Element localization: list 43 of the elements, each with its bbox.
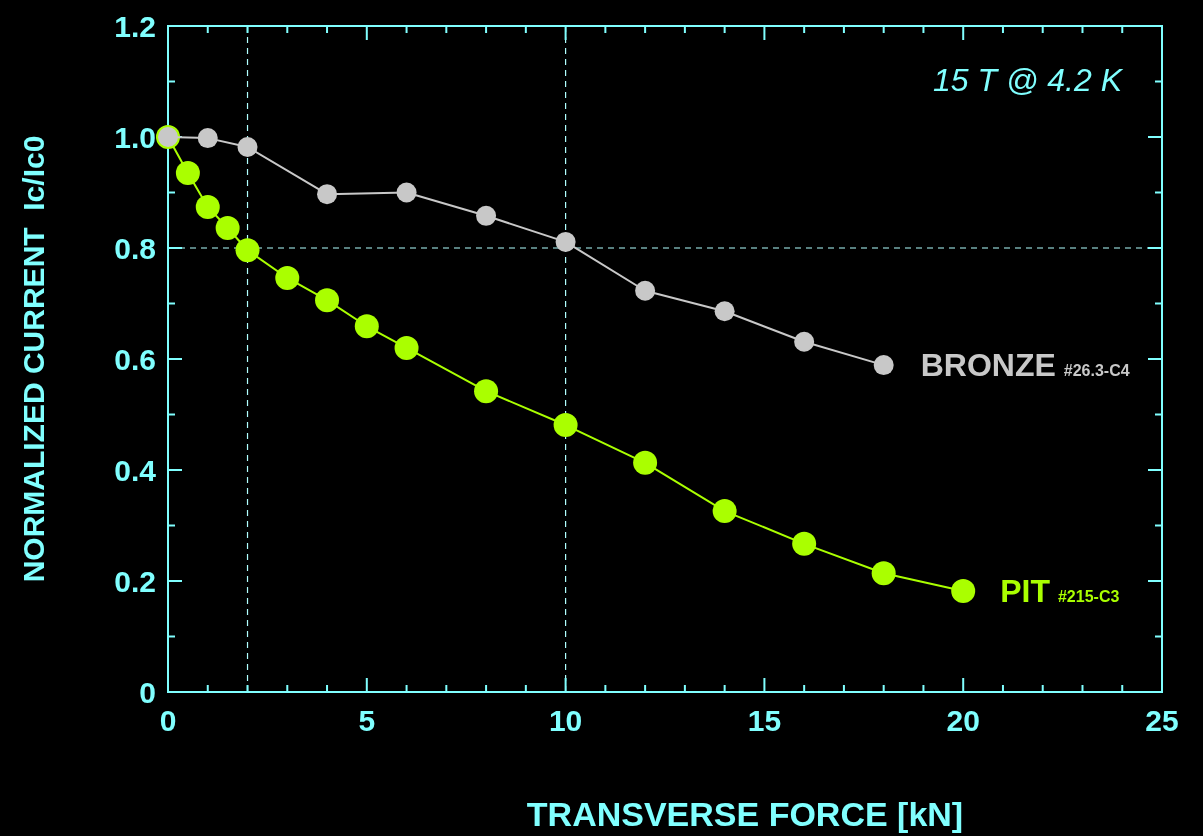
annotation: 15 T @ 4.2 K: [932, 62, 1124, 98]
x-tick-label: 10: [548, 704, 583, 737]
point: [712, 499, 737, 524]
point: [237, 136, 258, 157]
point: [215, 216, 240, 241]
point: [792, 531, 817, 556]
point: [317, 184, 338, 205]
point: [195, 194, 220, 219]
point: [275, 265, 300, 290]
y-tick-label: 1.0: [114, 121, 156, 154]
point: [871, 561, 896, 586]
x-tick-label: 5: [358, 704, 376, 737]
x-tick-label: 0: [159, 704, 177, 737]
point: [474, 379, 499, 404]
point: [197, 128, 218, 149]
point: [394, 335, 419, 360]
y-tick-label: 0.4: [114, 454, 157, 487]
x-tick-label: 25: [1145, 704, 1179, 737]
point: [794, 331, 815, 352]
point: [553, 413, 578, 438]
y-tick-label: 0.2: [114, 565, 156, 598]
point: [476, 205, 497, 226]
y-tick-label: 0.8: [114, 232, 156, 265]
point: [396, 182, 417, 203]
x-tick-label: 15: [747, 704, 782, 737]
x-axis-title: TRANSVERSE FORCE [kN]: [526, 795, 964, 833]
y-tick-label: 0.6: [114, 343, 156, 376]
point: [354, 314, 379, 339]
y-tick-label: 1.2: [114, 10, 156, 43]
series-label: BRONZE #26.3-C4: [920, 347, 1130, 384]
series-label: PIT #215-C3: [1000, 572, 1120, 609]
point: [555, 231, 576, 252]
y-axis-title: NORMALIZED CURRENT Ic/Ic0: [17, 135, 50, 583]
point: [633, 450, 658, 475]
x-tick-label: 20: [946, 704, 980, 737]
point: [315, 288, 340, 313]
point: [235, 238, 260, 263]
point: [635, 280, 656, 301]
y-tick-label: 0: [139, 676, 156, 709]
point: [873, 355, 894, 376]
point: [951, 578, 976, 603]
point: [175, 161, 200, 186]
point: [714, 301, 735, 322]
